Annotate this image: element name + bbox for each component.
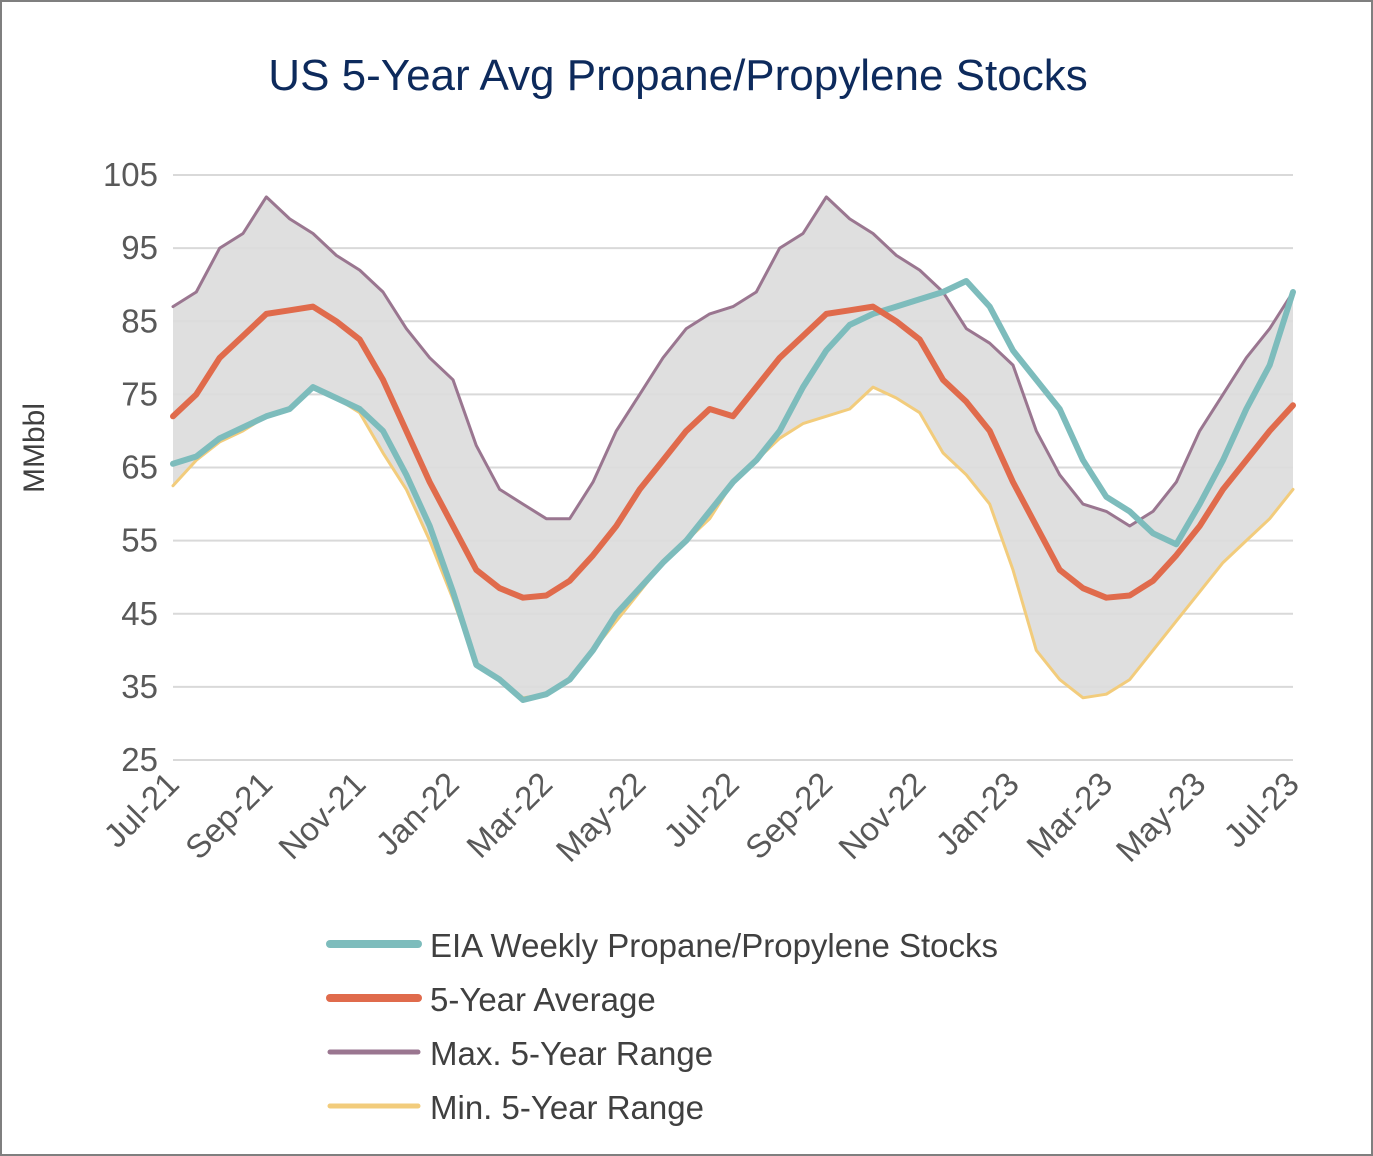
x-tick-label: Jan-22 bbox=[368, 765, 466, 863]
y-tick-label: 65 bbox=[121, 449, 158, 486]
y-tick-label: 45 bbox=[121, 595, 158, 632]
y-tick-label: 25 bbox=[121, 741, 158, 778]
x-tick-label: Mar-23 bbox=[1019, 765, 1119, 865]
chart-title: US 5-Year Avg Propane/Propylene Stocks bbox=[268, 51, 1087, 100]
legend-max-range-label: Max. 5-Year Range bbox=[430, 1035, 713, 1072]
legend: EIA Weekly Propane/Propylene Stocks 5-Yea… bbox=[326, 927, 998, 1126]
y-tick-label: 95 bbox=[121, 229, 158, 266]
y-tick-label: 55 bbox=[121, 522, 158, 559]
range-band bbox=[173, 196, 1293, 698]
max-five-year-range-line bbox=[171, 195, 1295, 528]
y-tick-label: 35 bbox=[121, 668, 158, 705]
y-axis-ticks: 25 35 45 55 65 75 85 95 105 bbox=[103, 156, 158, 778]
eia-weekly-stocks-line bbox=[170, 278, 1296, 703]
x-tick-label: Nov-22 bbox=[831, 765, 932, 866]
x-tick-label: Sep-21 bbox=[178, 765, 279, 866]
y-tick-label: 85 bbox=[121, 302, 158, 339]
legend-min-range-label: Min. 5-Year Range bbox=[430, 1089, 704, 1126]
x-tick-label: Mar-22 bbox=[459, 765, 559, 865]
x-tick-label: Jul-22 bbox=[656, 765, 746, 855]
range-band-area bbox=[173, 196, 1293, 698]
y-tick-label: 105 bbox=[103, 156, 158, 193]
x-tick-label: May-22 bbox=[549, 765, 653, 869]
y-tick-label: 75 bbox=[121, 375, 158, 412]
x-tick-label: Sep-22 bbox=[738, 765, 839, 866]
x-tick-label: May-23 bbox=[1109, 765, 1213, 869]
legend-eia-weekly-label: EIA Weekly Propane/Propylene Stocks bbox=[430, 927, 998, 964]
series-lines bbox=[170, 195, 1296, 703]
x-tick-label: Nov-21 bbox=[271, 765, 372, 866]
five-year-average-line bbox=[170, 303, 1296, 601]
y-axis-label: MMbbl bbox=[18, 403, 51, 493]
legend-five-year-average-label: 5-Year Average bbox=[430, 981, 656, 1018]
x-tick-label: Jul-21 bbox=[96, 765, 186, 855]
x-tick-label: Jan-23 bbox=[928, 765, 1026, 863]
x-tick-label: Jul-23 bbox=[1216, 765, 1306, 855]
